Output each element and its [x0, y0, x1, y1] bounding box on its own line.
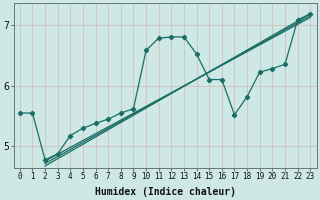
X-axis label: Humidex (Indice chaleur): Humidex (Indice chaleur)	[94, 186, 236, 197]
